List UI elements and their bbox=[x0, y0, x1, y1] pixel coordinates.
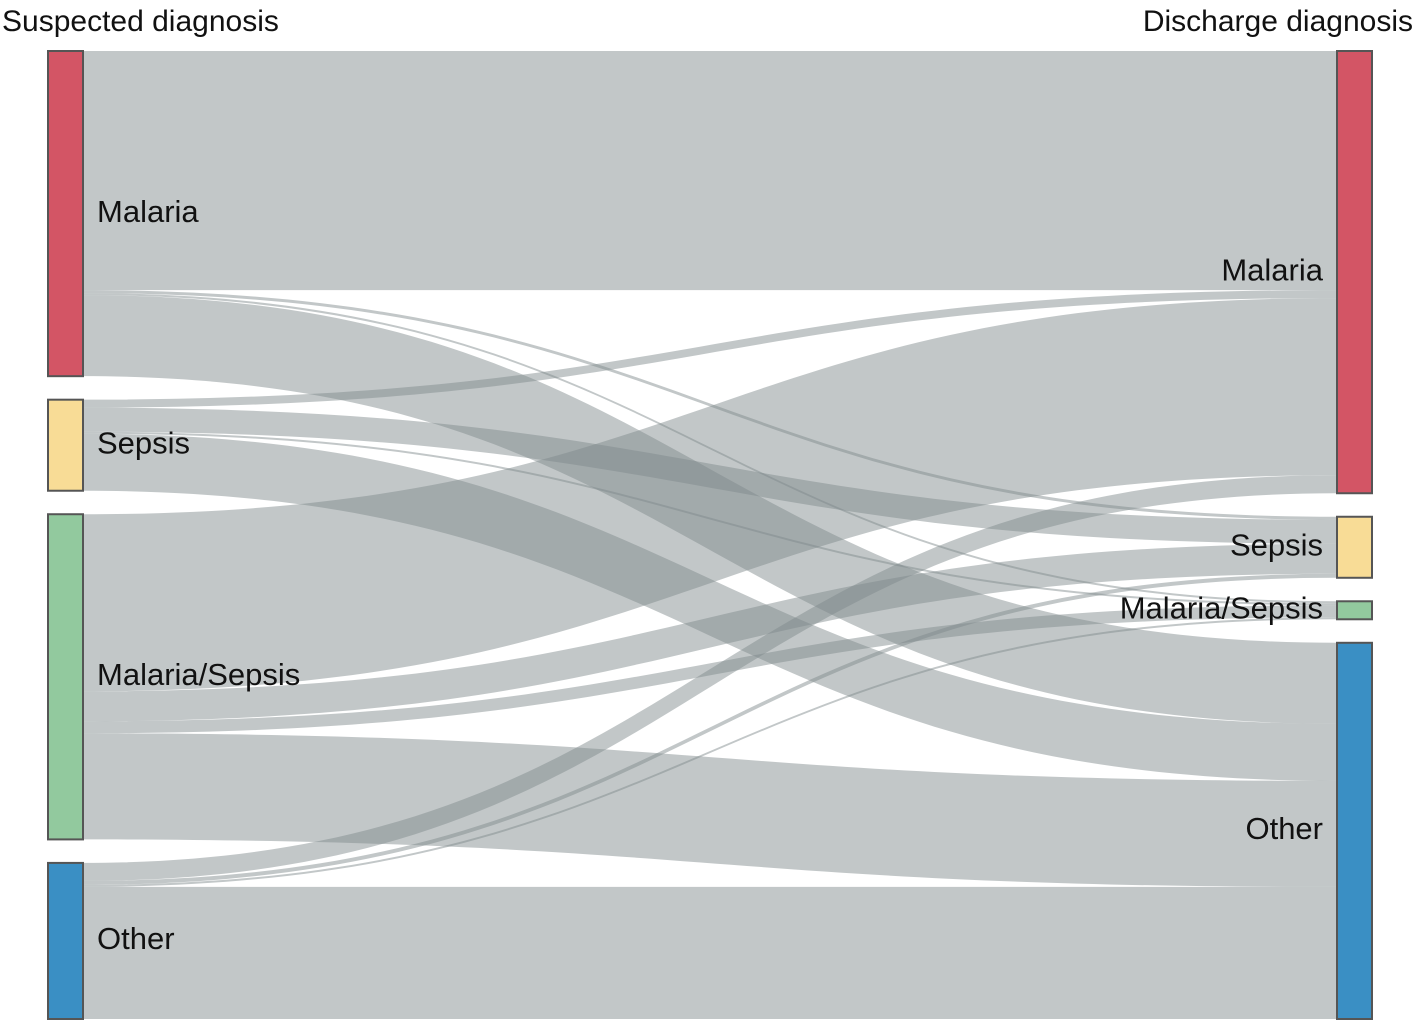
left-node-other bbox=[47, 861, 84, 1020]
right-label-malaria: Malaria bbox=[1221, 252, 1323, 287]
flow-sepsis-to-other bbox=[83, 433, 1337, 781]
flow-sepsis-to-sepsis bbox=[83, 407, 1337, 544]
left-node-sepsis bbox=[47, 398, 84, 492]
flow-malaria-to-sepsis bbox=[83, 290, 1337, 520]
right-node-malsep bbox=[1336, 600, 1373, 621]
right-label-sepsis: Sepsis bbox=[1230, 527, 1323, 562]
right-column-title: Discharge diagnosis bbox=[1143, 5, 1413, 38]
flow-other-to-sepsis bbox=[83, 573, 1337, 885]
left-node-malsep bbox=[47, 513, 84, 841]
right-label-other: Other bbox=[1245, 811, 1323, 846]
flow-malsep-to-malsep bbox=[83, 605, 1337, 734]
right-node-sepsis bbox=[1336, 515, 1373, 579]
flow-malaria-to-malsep bbox=[83, 293, 1337, 604]
right-node-malaria bbox=[1336, 50, 1373, 495]
diagnosis-nodes bbox=[47, 50, 1373, 1020]
flow-other-to-malsep bbox=[83, 617, 1337, 887]
right-node-other bbox=[1336, 641, 1373, 1020]
flow-other-to-other bbox=[83, 886, 1337, 1019]
flow-sepsis-to-malsep bbox=[83, 431, 1337, 606]
flow-malsep-to-other bbox=[83, 733, 1337, 887]
left-label-malaria: Malaria bbox=[97, 194, 199, 229]
left-label-malsep: Malaria/Sepsis bbox=[97, 657, 300, 692]
flow-sepsis-to-malaria bbox=[83, 290, 1337, 408]
flow-links bbox=[83, 51, 1337, 1019]
left-label-other: Other bbox=[97, 921, 175, 956]
left-node-malaria bbox=[47, 50, 84, 378]
flow-malsep-to-sepsis bbox=[83, 543, 1337, 722]
left-label-sepsis: Sepsis bbox=[97, 425, 190, 460]
flow-malaria-to-other bbox=[83, 295, 1337, 724]
flow-malaria-to-malaria bbox=[83, 51, 1337, 291]
node-labels: Malaria Sepsis Malaria/Sepsis Other Malaria S… bbox=[97, 194, 1324, 956]
flow-other-to-malaria bbox=[83, 475, 1337, 881]
flow-malsep-to-malaria bbox=[83, 298, 1337, 692]
left-column-title: Suspected diagnosis bbox=[2, 5, 279, 38]
right-label-malsep: Malaria/Sepsis bbox=[1120, 590, 1323, 625]
